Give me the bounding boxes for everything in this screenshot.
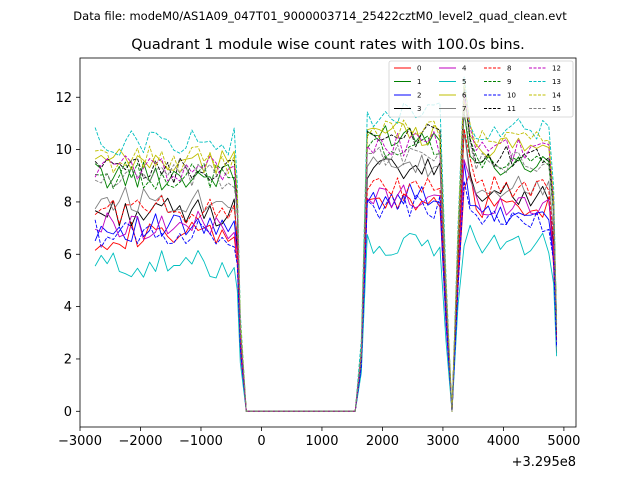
x-tick-label: 4000	[487, 434, 520, 449]
legend-label-9: 9	[507, 78, 511, 86]
series-line-6	[94, 99, 558, 412]
x-tick-label: −2000	[118, 434, 162, 449]
legend-box	[388, 60, 574, 118]
legend-label-5: 5	[462, 78, 466, 86]
figure-suptitle: Data file: modeM0/AS1A09_047T01_90000037…	[73, 9, 567, 23]
series-line-14	[95, 82, 558, 412]
x-tick-label: 3000	[426, 434, 459, 449]
legend-label-3: 3	[417, 105, 421, 113]
y-tick-label: 8	[64, 195, 72, 210]
series-line-12	[94, 94, 558, 412]
y-tick-label: 0	[64, 405, 72, 420]
y-axis: 0 2 4 6 8 10 12	[55, 91, 80, 420]
y-tick-label: 12	[55, 91, 72, 106]
chart-title: Quadrant 1 module wise count rates with …	[131, 37, 525, 53]
y-tick-label: 10	[55, 143, 72, 158]
x-tick-label: −1000	[179, 434, 223, 449]
series-line-11	[94, 87, 558, 412]
legend-label-6: 6	[462, 92, 467, 100]
legend-label-12: 12	[552, 65, 561, 73]
axes-frame	[79, 57, 577, 428]
x-offset-label: +3.295e8	[512, 455, 576, 470]
legend-label-15: 15	[552, 105, 561, 113]
x-tick-label: −3000	[58, 434, 102, 449]
x-tick-label: 5000	[547, 434, 580, 449]
x-tick-label: 1000	[305, 434, 338, 449]
series-line-5	[94, 224, 558, 412]
series-line-7	[94, 129, 558, 412]
legend-label-14: 14	[552, 92, 561, 100]
x-tick-label: 2000	[366, 434, 399, 449]
y-tick-label: 6	[64, 248, 72, 263]
series-line-8	[94, 128, 558, 412]
x-tick-label: 0	[257, 434, 265, 449]
series-line-13	[94, 76, 558, 412]
legend-label-10: 10	[507, 92, 516, 100]
legend-label-4: 4	[462, 65, 467, 73]
legend-label-11: 11	[507, 105, 516, 113]
series-line-3	[94, 129, 558, 412]
x-axis: −3000 −2000 −1000 0 1000 2000 3000 4000 5000	[58, 427, 580, 449]
legend-label-13: 13	[552, 78, 561, 86]
legend-label-8: 8	[507, 65, 511, 73]
series-line-15	[94, 112, 558, 412]
series-line-10	[94, 180, 558, 412]
y-tick-label: 2	[64, 352, 72, 367]
legend-label-7: 7	[462, 105, 466, 113]
legend-label-0: 0	[417, 65, 421, 73]
series-line-0	[94, 171, 558, 412]
legend-label-1: 1	[417, 78, 421, 86]
series-lines-group	[94, 76, 558, 412]
y-tick-label: 4	[64, 300, 72, 315]
legend-label-2: 2	[417, 92, 421, 100]
